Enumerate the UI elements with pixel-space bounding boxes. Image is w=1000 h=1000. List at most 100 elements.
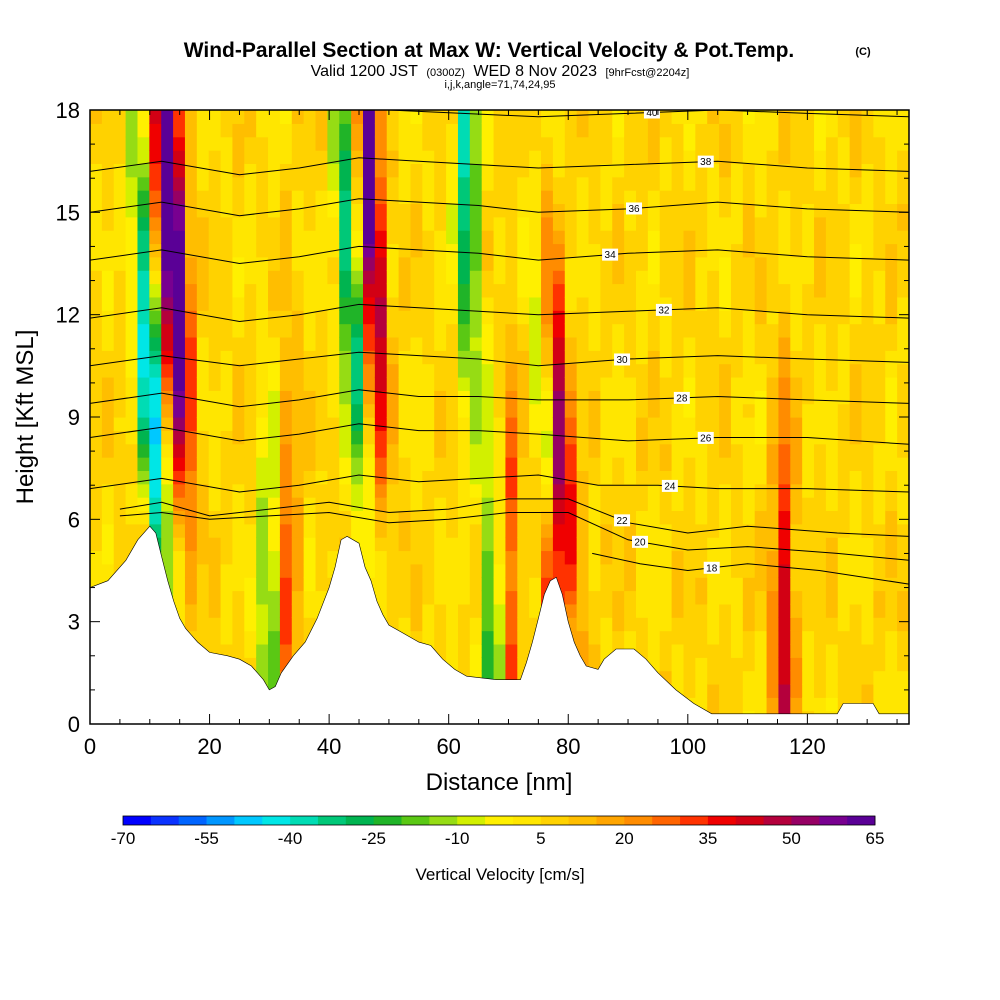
velocity-cell	[446, 470, 459, 485]
velocity-cell	[600, 510, 613, 525]
velocity-cell	[814, 270, 827, 285]
velocity-cell	[315, 563, 328, 578]
velocity-cell	[636, 443, 649, 458]
velocity-cell	[422, 296, 435, 311]
velocity-cell	[778, 497, 791, 512]
velocity-cell	[814, 363, 827, 378]
velocity-cell	[564, 110, 578, 124]
velocity-cell	[386, 590, 400, 605]
velocity-cell	[303, 296, 317, 311]
velocity-cell	[184, 283, 198, 298]
velocity-cell	[742, 323, 756, 338]
colorbar-frame	[122, 815, 876, 826]
velocity-cell	[624, 470, 637, 485]
velocity-cell	[363, 470, 376, 485]
velocity-cell	[125, 457, 139, 471]
velocity-cell	[422, 270, 435, 285]
velocity-cell	[766, 523, 780, 538]
velocity-cell	[754, 497, 768, 512]
velocity-cell	[184, 417, 198, 431]
velocity-cell	[469, 590, 483, 605]
velocity-cell	[291, 617, 305, 632]
velocity-cell	[137, 216, 150, 231]
velocity-cell	[564, 323, 578, 338]
velocity-cell	[671, 110, 685, 124]
velocity-cell	[422, 216, 435, 231]
velocity-cell	[410, 510, 423, 525]
velocity-cell	[814, 617, 827, 632]
velocity-cell	[422, 256, 435, 271]
velocity-cell	[636, 470, 649, 485]
velocity-cell	[742, 483, 756, 498]
velocity-cell	[505, 323, 518, 338]
velocity-cell	[802, 617, 815, 632]
velocity-cell	[493, 230, 507, 245]
velocity-cell	[232, 190, 245, 205]
velocity-cell	[386, 403, 400, 418]
velocity-cell	[446, 190, 459, 205]
velocity-cell	[849, 150, 863, 164]
velocity-cell	[351, 256, 364, 271]
velocity-cell	[790, 603, 803, 618]
contour-label: 38	[700, 157, 712, 168]
velocity-cell	[790, 523, 803, 538]
velocity-cell	[351, 150, 364, 164]
velocity-cell	[232, 537, 245, 552]
velocity-cell	[517, 350, 530, 365]
velocity-cell	[873, 376, 886, 391]
velocity-cell	[220, 230, 234, 245]
velocity-cell	[659, 643, 673, 658]
velocity-cell	[790, 630, 803, 645]
velocity-cell	[220, 176, 234, 191]
velocity-cell	[422, 363, 435, 378]
velocity-cell	[576, 363, 590, 378]
velocity-cell	[339, 150, 352, 164]
velocity-cell	[529, 310, 542, 325]
velocity-cell	[790, 310, 803, 325]
velocity-cell	[101, 376, 115, 391]
velocity-cell	[232, 617, 245, 632]
velocity-cell	[149, 296, 162, 311]
velocity-cell	[363, 243, 376, 258]
velocity-cell	[529, 363, 542, 378]
x-tick-label: 20	[197, 734, 221, 759]
velocity-cell	[457, 243, 471, 258]
velocity-cell	[742, 243, 756, 258]
velocity-cell	[422, 123, 435, 138]
velocity-cell	[707, 296, 720, 311]
velocity-cell	[446, 403, 459, 418]
velocity-cell	[457, 577, 471, 592]
velocity-cell	[707, 203, 720, 218]
velocity-cell	[730, 443, 744, 458]
velocity-cell	[481, 417, 495, 431]
velocity-cell	[268, 283, 281, 298]
velocity-cell	[766, 270, 780, 285]
velocity-cell	[778, 590, 791, 605]
velocity-cell	[754, 176, 768, 191]
velocity-cell	[766, 443, 780, 458]
velocity-cell	[541, 376, 554, 391]
velocity-cell	[564, 363, 578, 378]
velocity-cell	[363, 483, 376, 498]
velocity-cell	[873, 363, 886, 378]
velocity-cell	[814, 350, 827, 365]
velocity-cell	[386, 350, 400, 365]
velocity-cell	[742, 310, 756, 325]
velocity-cell	[814, 110, 827, 124]
velocity-cell	[351, 270, 364, 285]
velocity-cell	[790, 190, 803, 205]
velocity-cell	[683, 683, 696, 698]
velocity-cell	[541, 350, 554, 365]
colorbar-swatch	[401, 816, 430, 825]
velocity-cell	[730, 270, 744, 285]
velocity-cell	[339, 123, 352, 138]
velocity-cell	[457, 590, 471, 605]
velocity-cell	[469, 350, 483, 365]
velocity-cell	[422, 510, 435, 525]
velocity-cell	[173, 430, 186, 445]
velocity-cell	[529, 403, 542, 418]
velocity-cell	[457, 470, 471, 485]
velocity-cell	[766, 697, 780, 712]
velocity-cell	[303, 256, 317, 271]
velocity-cell	[137, 363, 150, 378]
